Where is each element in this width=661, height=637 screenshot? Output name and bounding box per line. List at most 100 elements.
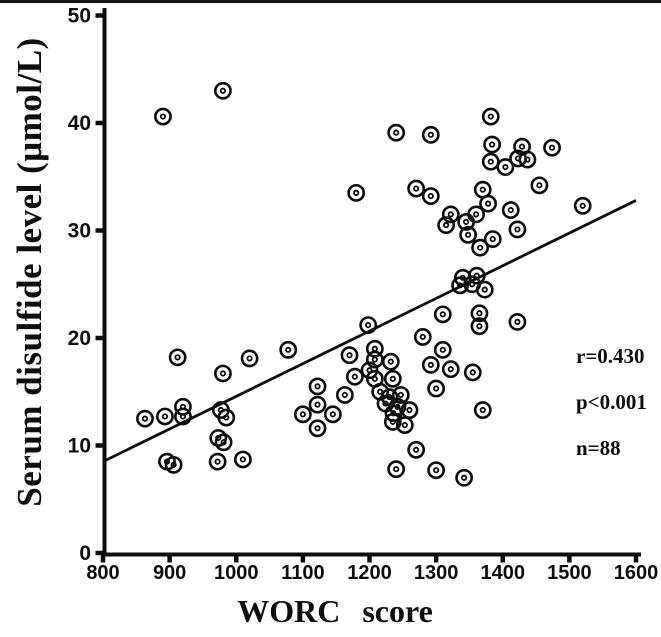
data-point-inner-dot <box>219 370 227 377</box>
data-point-inner-dot <box>219 87 227 94</box>
data-point-inner-dot <box>476 323 483 330</box>
data-point-inner-dot <box>419 333 426 341</box>
data-point <box>340 346 359 365</box>
data-point-inner-dot <box>159 113 167 120</box>
data-point <box>471 238 489 257</box>
x-tick-label: 1200 <box>347 562 392 584</box>
data-point-inner-dot <box>389 375 396 382</box>
data-point <box>518 150 537 169</box>
data-point <box>391 386 410 404</box>
y-axis-title: Serum disulfide level (μmol/L) <box>10 37 49 507</box>
data-point-inner-dot <box>246 355 253 362</box>
data-point <box>496 158 515 176</box>
data-point <box>209 429 228 447</box>
data-point-inner-dot <box>351 373 358 380</box>
data-point <box>387 460 406 479</box>
data-point <box>463 363 482 382</box>
y-tick-label: 20 <box>68 327 91 350</box>
data-point-inner-dot <box>484 200 492 207</box>
data-point-inner-dot <box>314 401 321 408</box>
data-point-inner-dot <box>579 202 586 209</box>
data-point-inner-dot <box>390 410 397 417</box>
y-tick-label: 10 <box>68 435 91 458</box>
data-point <box>433 305 452 324</box>
data-point-inner-dot <box>314 383 321 390</box>
data-point-inner-dot <box>353 189 360 196</box>
data-point-inner-dot <box>382 400 389 407</box>
data-point <box>279 340 298 359</box>
data-point <box>441 360 460 379</box>
data-point-inner-dot <box>365 321 372 329</box>
x-tick-label: 1500 <box>547 562 592 584</box>
data-point <box>508 312 527 331</box>
data-point <box>427 461 446 480</box>
data-point <box>483 135 501 154</box>
data-point <box>308 377 327 396</box>
data-point-inner-dot <box>536 182 543 189</box>
data-point-inner-dot <box>465 231 472 238</box>
data-point-inner-dot <box>548 144 556 151</box>
x-axis-title: WORC score <box>237 593 433 629</box>
data-point <box>293 405 312 424</box>
data-point-inner-dot <box>239 456 247 463</box>
data-point <box>459 225 478 244</box>
data-point <box>234 450 252 469</box>
data-point-inner-dot <box>393 466 400 473</box>
y-tick-label: 30 <box>68 220 91 243</box>
data-point-inner-dot <box>479 186 486 193</box>
data-point <box>427 379 446 398</box>
data-point <box>530 176 549 195</box>
data-point-inner-dot <box>524 156 531 163</box>
data-point <box>335 386 354 404</box>
data-point-inner-dot <box>427 131 434 138</box>
data-point-inner-dot <box>507 206 514 214</box>
data-point <box>451 276 470 295</box>
data-point-inner-dot <box>341 391 348 399</box>
data-point <box>407 179 426 198</box>
data-point-inner-dot <box>401 421 408 429</box>
data-point <box>347 183 366 202</box>
data-point <box>345 367 364 386</box>
data-point <box>308 419 327 438</box>
data-point <box>240 349 259 368</box>
data-point <box>214 433 233 452</box>
data-point <box>473 401 492 419</box>
data-point <box>164 455 183 474</box>
data-point-inner-dot <box>427 193 434 200</box>
data-point <box>441 205 460 224</box>
data-point-inner-dot <box>461 474 468 481</box>
data-point <box>479 194 497 213</box>
data-point <box>395 416 414 434</box>
data-point <box>323 405 342 424</box>
data-point <box>457 212 476 231</box>
data-point <box>481 107 500 126</box>
x-tick-label: 1600 <box>614 562 659 584</box>
data-point-inner-dot <box>518 143 526 150</box>
data-point-inner-dot <box>488 141 496 148</box>
data-point <box>214 364 232 383</box>
data-point-inner-dot <box>329 411 336 418</box>
data-point <box>501 201 520 219</box>
data-point <box>365 339 384 358</box>
data-point-inner-dot <box>514 318 521 325</box>
data-point-inner-dot <box>502 163 509 171</box>
data-point <box>470 317 489 336</box>
data-point <box>383 412 402 431</box>
x-tick-label: 900 <box>153 562 186 584</box>
data-point-inner-dot <box>443 222 450 229</box>
data-point-inner-dot <box>476 244 484 251</box>
data-point-inner-dot <box>371 356 378 363</box>
data-point <box>407 440 426 459</box>
x-tick-label: 1100 <box>281 562 324 584</box>
data-point-inner-dot <box>179 413 187 420</box>
data-point-inner-dot <box>476 310 483 317</box>
data-point-inner-dot <box>447 211 454 218</box>
data-point <box>154 107 172 126</box>
data-point <box>174 407 192 426</box>
data-point-inner-dot <box>413 185 420 192</box>
data-point-inner-dot <box>463 218 470 225</box>
x-tick-label: 1300 <box>414 562 459 584</box>
data-point-inner-dot <box>469 281 476 288</box>
data-point <box>433 340 452 359</box>
